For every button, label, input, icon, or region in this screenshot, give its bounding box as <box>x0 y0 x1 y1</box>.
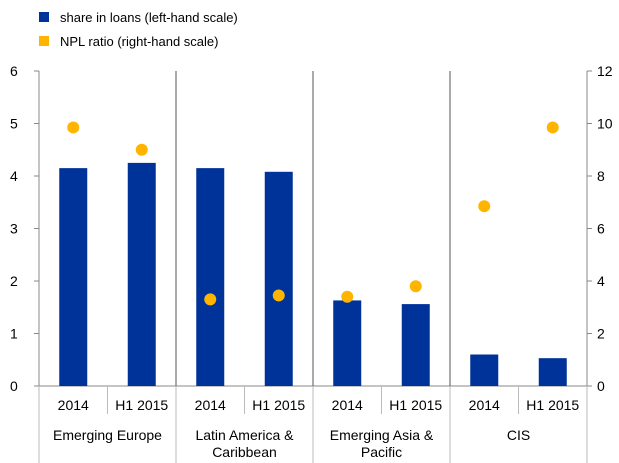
x-category-label: H1 2015 <box>252 397 305 413</box>
point-npl-ratio <box>272 289 285 302</box>
x-group-label: CIS <box>507 427 530 443</box>
y-tick-left-label: 4 <box>10 168 18 184</box>
y-tick-left-label: 0 <box>10 378 18 394</box>
y-tick-right-label: 6 <box>597 221 605 237</box>
y-tick-right-label: 0 <box>597 378 605 394</box>
x-category-label: 2014 <box>332 397 363 413</box>
bar-share-in-loans <box>59 168 88 386</box>
x-category-label: H1 2015 <box>389 397 442 413</box>
bar-share-in-loans <box>264 171 293 386</box>
point-npl-ratio <box>67 121 80 134</box>
x-group-label: Latin America & <box>195 427 294 443</box>
point-npl-ratio <box>409 280 422 293</box>
y-tick-right-label: 10 <box>597 116 613 132</box>
y-tick-right-label: 8 <box>597 168 605 184</box>
x-group-label: Emerging Asia & <box>330 427 434 443</box>
bar-share-in-loans <box>470 354 499 386</box>
legend-swatch-npl-ratio <box>39 36 49 46</box>
y-tick-right-label: 4 <box>597 273 605 289</box>
y-tick-left-label: 6 <box>10 63 18 79</box>
y-tick-left-label: 3 <box>10 221 18 237</box>
y-tick-left-label: 1 <box>10 326 18 342</box>
x-category-label: H1 2015 <box>526 397 579 413</box>
x-category-label: 2014 <box>469 397 500 413</box>
point-npl-ratio <box>341 290 354 303</box>
y-tick-left-label: 2 <box>10 273 18 289</box>
point-npl-ratio <box>204 293 217 306</box>
y-tick-left-label: 5 <box>10 116 18 132</box>
x-group-label: Emerging Europe <box>53 427 162 443</box>
bar-share-in-loans <box>127 162 156 386</box>
x-group-label: Pacific <box>361 444 402 460</box>
legend-swatch-share-in-loans <box>39 12 49 22</box>
x-category-label: 2014 <box>195 397 226 413</box>
legend: share in loans (left-hand scale) NPL rat… <box>39 10 238 49</box>
point-npl-ratio <box>135 143 148 156</box>
bar-share-in-loans <box>538 358 567 386</box>
point-npl-ratio <box>546 121 559 134</box>
bar-share-in-loans <box>196 168 225 386</box>
y-tick-right-label: 2 <box>597 326 605 342</box>
point-npl-ratio <box>478 200 491 213</box>
bar-share-in-loans <box>333 300 362 386</box>
legend-label-npl-ratio: NPL ratio (right-hand scale) <box>60 34 218 49</box>
x-group-label: Caribbean <box>212 444 277 460</box>
x-category-label: H1 2015 <box>115 397 168 413</box>
x-category-label: 2014 <box>58 397 89 413</box>
legend-label-share-in-loans: share in loans (left-hand scale) <box>60 10 238 25</box>
y-tick-right-label: 12 <box>597 63 613 79</box>
bar-share-in-loans <box>401 304 430 386</box>
